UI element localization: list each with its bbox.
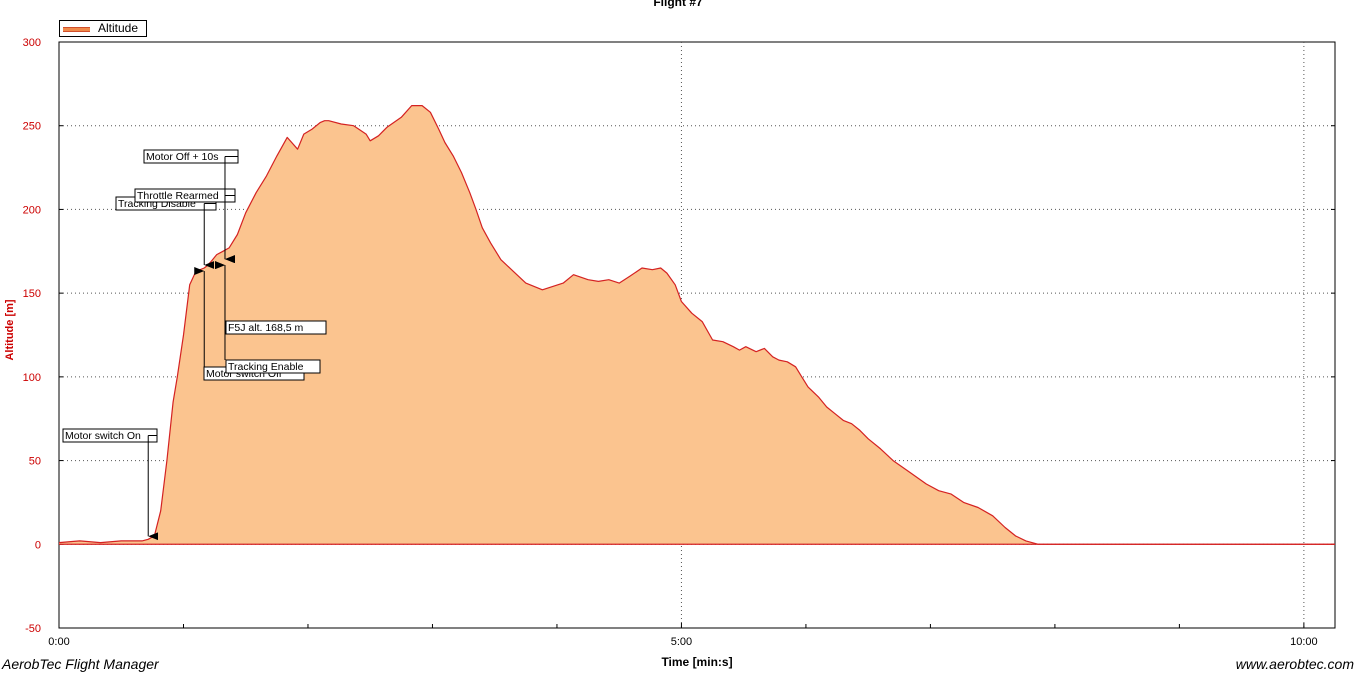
- annotation-label: Motor switch On: [65, 430, 141, 442]
- legend: Altitude: [59, 20, 147, 37]
- y-tick-label: 200: [23, 204, 41, 216]
- annotation-label: Tracking Enable: [228, 361, 304, 373]
- annotation: F5J alt. 168,5 m: [214, 261, 327, 335]
- x-axis-label: Time [min:s]: [661, 655, 733, 669]
- y-tick-label: -50: [25, 623, 41, 635]
- legend-swatch: [63, 27, 90, 32]
- y-tick-label: 150: [23, 288, 41, 300]
- altitude-area: [59, 105, 1335, 545]
- chart-title: Flight #7: [653, 0, 703, 9]
- annotation-box: [225, 320, 327, 335]
- legend-label-altitude: Altitude: [98, 21, 139, 35]
- x-tick-label: 0:00: [48, 636, 69, 648]
- annotation-box: [225, 359, 321, 374]
- y-tick-label: 250: [23, 121, 41, 133]
- x-tick-label: 5:00: [671, 636, 692, 648]
- website-link[interactable]: www.aerobtec.com: [1235, 656, 1354, 672]
- annotation: Motor switch On: [62, 428, 159, 541]
- annotation: Motor Off + 10s: [143, 149, 239, 264]
- y-tick-label: 100: [23, 372, 41, 384]
- annotation-label: F5J alt. 168,5 m: [228, 322, 304, 334]
- annotation-label: Motor Off + 10s: [146, 151, 218, 163]
- x-tick-label: 10:00: [1290, 636, 1318, 648]
- annotation: Tracking Enable: [214, 261, 321, 374]
- y-tick-label: 0: [35, 539, 41, 551]
- y-axis-label: Altitude [m]: [4, 299, 16, 360]
- annotation-label: Throttle Rearmed: [137, 190, 219, 202]
- y-tick-label: 50: [29, 456, 41, 468]
- y-tick-label: 300: [23, 37, 41, 49]
- app-name: AerobTec Flight Manager: [2, 656, 159, 672]
